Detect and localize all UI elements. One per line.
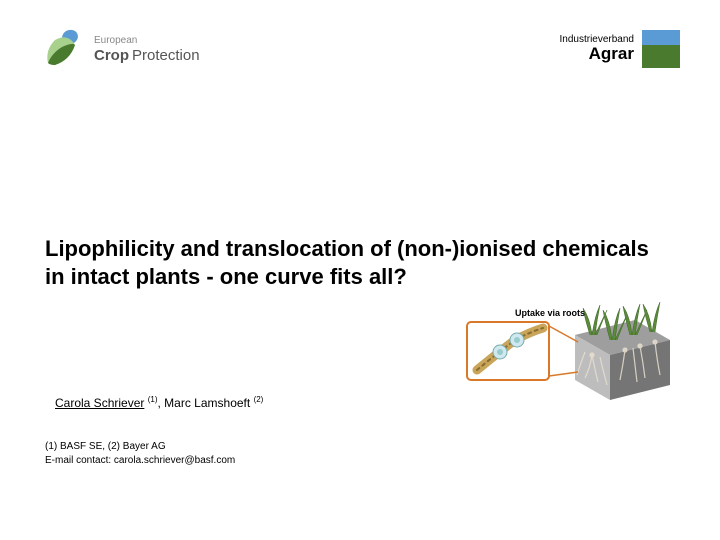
uptake-label: Uptake via roots [515, 308, 585, 318]
logo-industrieverband-agrar: Industrieverband Agrar [560, 30, 681, 68]
leaf-icon [40, 25, 88, 73]
agrar-text: Industrieverband Agrar [560, 34, 635, 64]
agrar-bottom-text: Agrar [589, 45, 634, 64]
logo-text-bottom: Crop Protection [94, 48, 200, 63]
author-primary: Carola Schriever [55, 396, 144, 410]
affiliations-block: (1) BASF SE, (2) Bayer AG E-mail contact… [45, 440, 235, 468]
author-secondary-sup: (2) [254, 395, 264, 404]
affiliation-line-1: (1) BASF SE, (2) Bayer AG [45, 440, 235, 454]
plant-uptake-illustration: Uptake via roots [465, 290, 675, 410]
author-primary-sup: (1) [148, 395, 158, 404]
logo-european-crop-protection: European Crop Protection [40, 25, 200, 73]
slide-title: Lipophilicity and translocation of (non-… [45, 235, 660, 290]
logo-text: European Crop Protection [94, 36, 200, 63]
logo-text-top: European [94, 36, 200, 46]
authors-line: Carola Schriever (1), Marc Lamshoeft (2) [55, 395, 263, 410]
author-secondary: Marc Lamshoeft [164, 396, 250, 410]
affiliation-line-2: E-mail contact: carola.schriever@basf.co… [45, 454, 235, 468]
agrar-square-icon [642, 30, 680, 68]
